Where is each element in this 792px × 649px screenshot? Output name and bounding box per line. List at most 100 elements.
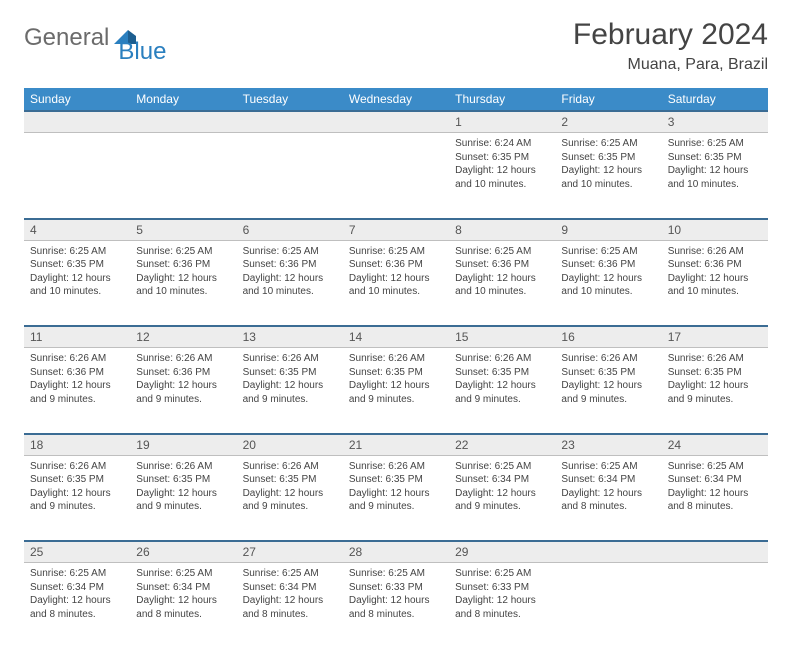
day-sunset: Sunset: 6:36 PM bbox=[668, 258, 762, 272]
day-number: 19 bbox=[130, 434, 236, 456]
day-content-row: Sunrise: 6:26 AM Sunset: 6:36 PM Daylight:… bbox=[24, 348, 768, 434]
day-number-row: 45678910 bbox=[24, 219, 768, 241]
day-number: 22 bbox=[449, 434, 555, 456]
day-sunset: Sunset: 6:33 PM bbox=[349, 581, 443, 595]
weekday-header: Thursday bbox=[449, 88, 555, 111]
day-day1: Daylight: 12 hours bbox=[243, 594, 337, 608]
day-number-row: 123 bbox=[24, 111, 768, 133]
day-number: 28 bbox=[343, 541, 449, 563]
day-sunrise: Sunrise: 6:26 AM bbox=[243, 352, 337, 366]
day-day1: Daylight: 12 hours bbox=[455, 379, 549, 393]
day-cell: Sunrise: 6:26 AMSunset: 6:35 PMDaylight:… bbox=[555, 348, 661, 434]
day-sunrise: Sunrise: 6:26 AM bbox=[455, 352, 549, 366]
day-day1: Daylight: 12 hours bbox=[243, 487, 337, 501]
logo-word-1: General bbox=[24, 24, 109, 52]
day-day1: Daylight: 12 hours bbox=[30, 594, 124, 608]
day-sunset: Sunset: 6:33 PM bbox=[455, 581, 549, 595]
day-day2: and 8 minutes. bbox=[455, 608, 549, 622]
day-sunrise: Sunrise: 6:26 AM bbox=[30, 460, 124, 474]
day-sunset: Sunset: 6:34 PM bbox=[30, 581, 124, 595]
day-cell: Sunrise: 6:25 AMSunset: 6:34 PMDaylight:… bbox=[237, 563, 343, 649]
day-number: 23 bbox=[555, 434, 661, 456]
day-sunrise: Sunrise: 6:25 AM bbox=[561, 460, 655, 474]
day-cell: Sunrise: 6:26 AMSunset: 6:36 PMDaylight:… bbox=[662, 240, 768, 326]
day-day2: and 10 minutes. bbox=[455, 178, 549, 192]
day-sunset: Sunset: 6:34 PM bbox=[561, 473, 655, 487]
day-number: 20 bbox=[237, 434, 343, 456]
day-number: 25 bbox=[24, 541, 130, 563]
day-cell: Sunrise: 6:26 AMSunset: 6:36 PMDaylight:… bbox=[24, 348, 130, 434]
day-cell: Sunrise: 6:25 AMSunset: 6:33 PMDaylight:… bbox=[449, 563, 555, 649]
day-day2: and 10 minutes. bbox=[561, 178, 655, 192]
day-content-row: Sunrise: 6:25 AMSunset: 6:35 PMDaylight:… bbox=[24, 240, 768, 326]
page-header: General Blue February 2024 Muana, Para, … bbox=[24, 18, 768, 74]
logo-word-2: Blue bbox=[118, 38, 166, 66]
day-sunrise: Sunrise: 6:25 AM bbox=[668, 460, 762, 474]
weekday-header: Saturday bbox=[662, 88, 768, 111]
title-block: February 2024 Muana, Para, Brazil bbox=[573, 18, 768, 74]
day-sunset: Sunset: 6:35 PM bbox=[349, 473, 443, 487]
day-number-row: 2526272829 bbox=[24, 541, 768, 563]
day-day2: and 8 minutes. bbox=[561, 500, 655, 514]
day-sunset: Sunset: 6:36 PM bbox=[136, 366, 230, 380]
day-cell: Sunrise: 6:25 AMSunset: 6:36 PMDaylight:… bbox=[555, 240, 661, 326]
day-sunrise: Sunrise: 6:26 AM bbox=[561, 352, 655, 366]
day-day1: Daylight: 12 hours bbox=[30, 487, 124, 501]
day-day1: Daylight: 12 hours bbox=[30, 272, 124, 286]
day-day2: and 8 minutes. bbox=[136, 608, 230, 622]
day-cell: Sunrise: 6:24 AMSunset: 6:35 PMDaylight:… bbox=[449, 133, 555, 219]
day-number: 15 bbox=[449, 326, 555, 348]
weekday-header-row: Sunday Monday Tuesday Wednesday Thursday… bbox=[24, 88, 768, 111]
day-cell bbox=[237, 133, 343, 219]
day-cell: Sunrise: 6:26 AMSunset: 6:35 PMDaylight:… bbox=[343, 348, 449, 434]
day-cell bbox=[24, 133, 130, 219]
day-cell: Sunrise: 6:25 AMSunset: 6:34 PMDaylight:… bbox=[449, 455, 555, 541]
day-day1: Daylight: 12 hours bbox=[561, 164, 655, 178]
day-sunset: Sunset: 6:35 PM bbox=[668, 151, 762, 165]
day-day2: and 10 minutes. bbox=[668, 285, 762, 299]
day-day2: and 10 minutes. bbox=[455, 285, 549, 299]
day-sunset: Sunset: 6:35 PM bbox=[243, 473, 337, 487]
day-sunrise: Sunrise: 6:25 AM bbox=[668, 137, 762, 151]
day-cell: Sunrise: 6:25 AMSunset: 6:35 PMDaylight:… bbox=[555, 133, 661, 219]
day-day1: Daylight: 12 hours bbox=[136, 272, 230, 286]
day-day2: and 9 minutes. bbox=[668, 393, 762, 407]
day-cell: Sunrise: 6:26 AMSunset: 6:35 PMDaylight:… bbox=[343, 455, 449, 541]
day-sunrise: Sunrise: 6:24 AM bbox=[455, 137, 549, 151]
day-day2: and 9 minutes. bbox=[30, 500, 124, 514]
day-number: 16 bbox=[555, 326, 661, 348]
day-cell: Sunrise: 6:25 AMSunset: 6:33 PMDaylight:… bbox=[343, 563, 449, 649]
weekday-header: Tuesday bbox=[237, 88, 343, 111]
day-cell: Sunrise: 6:26 AMSunset: 6:35 PMDaylight:… bbox=[237, 348, 343, 434]
day-sunrise: Sunrise: 6:25 AM bbox=[455, 245, 549, 259]
day-sunrise: Sunrise: 6:25 AM bbox=[349, 245, 443, 259]
day-sunrise: Sunrise: 6:25 AM bbox=[455, 460, 549, 474]
day-sunset: Sunset: 6:36 PM bbox=[561, 258, 655, 272]
calendar-table: Sunday Monday Tuesday Wednesday Thursday… bbox=[24, 88, 768, 649]
day-day2: and 10 minutes. bbox=[30, 285, 124, 299]
day-sunrise: Sunrise: 6:25 AM bbox=[243, 245, 337, 259]
day-cell bbox=[555, 563, 661, 649]
day-day1: Daylight: 12 hours bbox=[668, 272, 762, 286]
day-day1: Daylight: 12 hours bbox=[243, 272, 337, 286]
day-number: 8 bbox=[449, 219, 555, 241]
day-sunset: Sunset: 6:35 PM bbox=[561, 366, 655, 380]
day-day1: Daylight: 12 hours bbox=[668, 164, 762, 178]
day-number: 5 bbox=[130, 219, 236, 241]
day-day2: and 9 minutes. bbox=[349, 500, 443, 514]
day-sunrise: Sunrise: 6:25 AM bbox=[136, 567, 230, 581]
weekday-header: Wednesday bbox=[343, 88, 449, 111]
day-sunset: Sunset: 6:35 PM bbox=[668, 366, 762, 380]
day-cell: Sunrise: 6:26 AMSunset: 6:35 PMDaylight:… bbox=[24, 455, 130, 541]
weekday-header: Friday bbox=[555, 88, 661, 111]
day-day1: Daylight: 12 hours bbox=[455, 164, 549, 178]
day-cell: Sunrise: 6:25 AMSunset: 6:36 PMDaylight:… bbox=[343, 240, 449, 326]
day-number: 12 bbox=[130, 326, 236, 348]
day-cell: Sunrise: 6:25 AMSunset: 6:34 PMDaylight:… bbox=[24, 563, 130, 649]
day-number: 10 bbox=[662, 219, 768, 241]
day-sunset: Sunset: 6:36 PM bbox=[455, 258, 549, 272]
day-day1: Daylight: 12 hours bbox=[349, 379, 443, 393]
day-number bbox=[343, 111, 449, 133]
day-day1: Daylight: 12 hours bbox=[349, 487, 443, 501]
day-day1: Daylight: 12 hours bbox=[349, 594, 443, 608]
